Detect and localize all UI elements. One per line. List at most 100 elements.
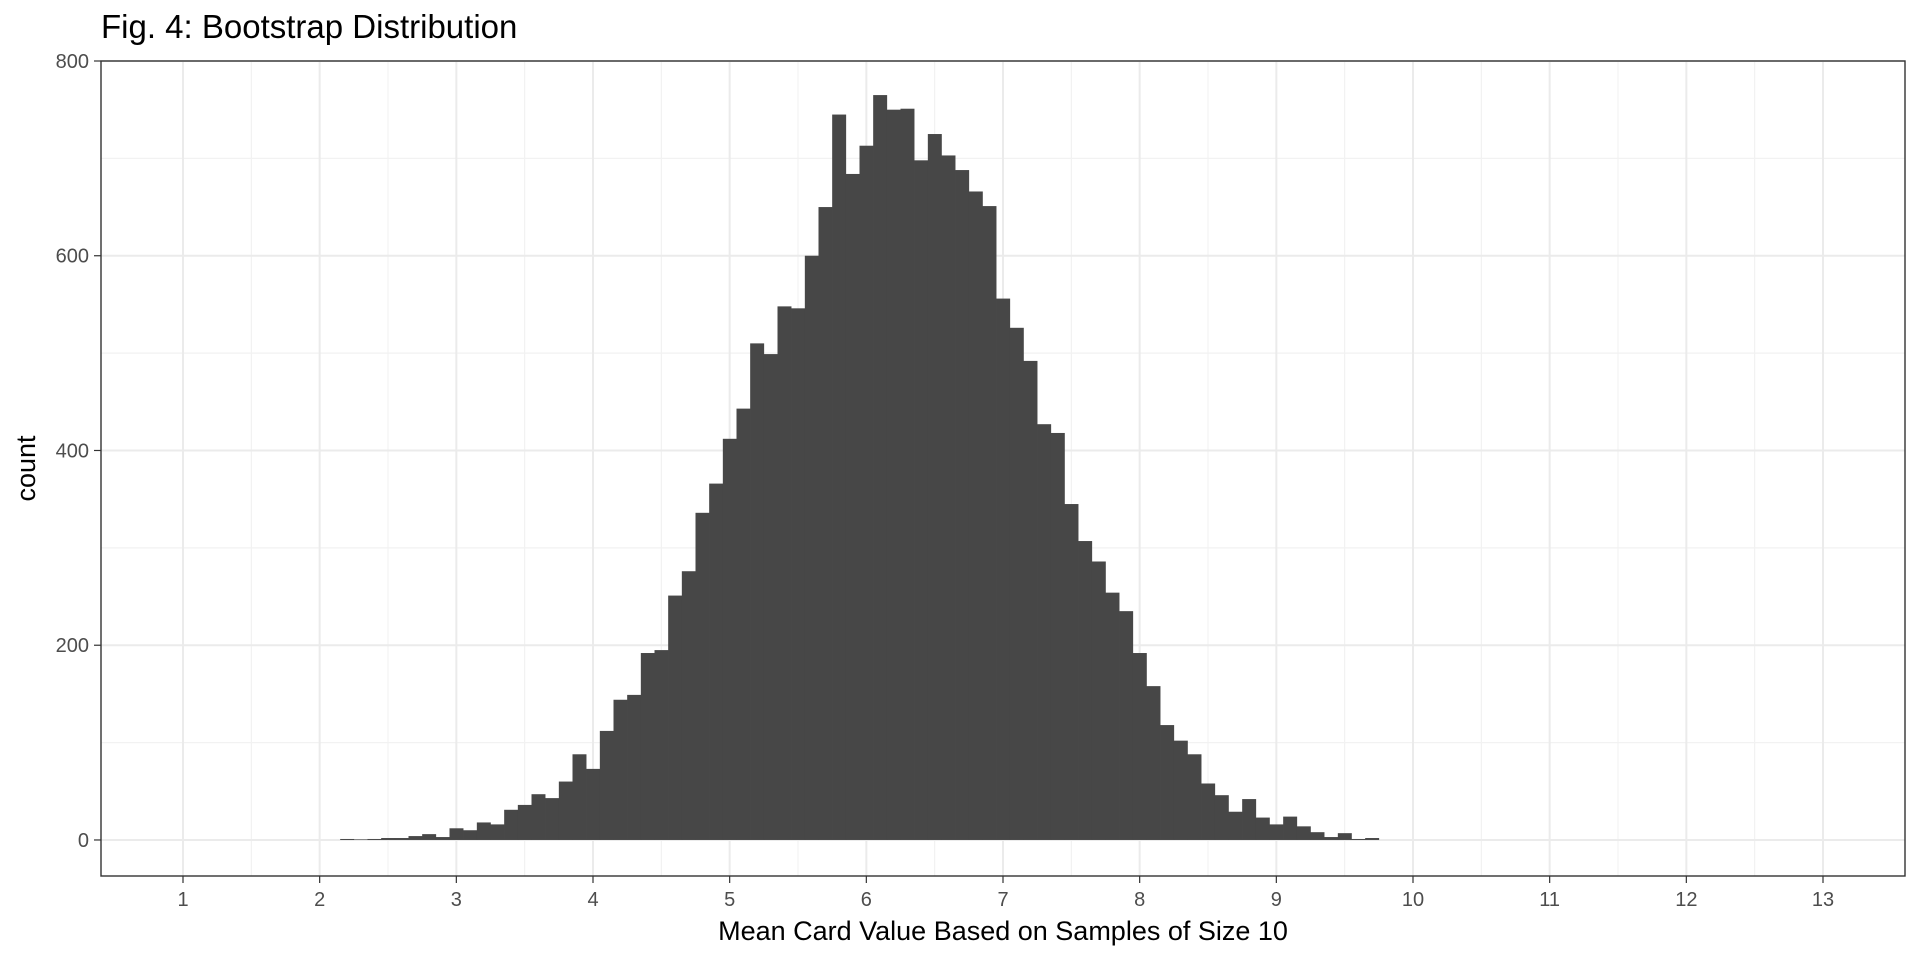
histogram-bar [1228, 811, 1243, 840]
histogram-bar [1187, 754, 1202, 840]
histogram-bar [1310, 832, 1325, 840]
histogram-bar [845, 173, 860, 840]
histogram-bar [818, 207, 833, 840]
histogram-bar [968, 191, 983, 840]
histogram-bar [627, 694, 642, 840]
histogram-bar [586, 768, 601, 840]
histogram-bar [763, 354, 778, 840]
histogram-bar [654, 650, 669, 840]
x-tick-label: 13 [1812, 889, 1834, 911]
histogram-bar [791, 308, 806, 840]
histogram-bar [1050, 432, 1065, 840]
histogram-bar [463, 830, 478, 840]
histogram-bar [572, 754, 587, 840]
histogram-bar [873, 95, 888, 840]
x-tick-label: 2 [314, 889, 325, 911]
bars [340, 95, 1380, 840]
histogram-bar [1351, 838, 1366, 840]
histogram-bar [736, 408, 751, 840]
y-tick-label: 600 [56, 246, 89, 268]
histogram-bar [599, 730, 614, 840]
histogram-bar [1009, 327, 1024, 840]
histogram-bar [1091, 561, 1106, 840]
histogram-bar [435, 837, 450, 840]
histogram-bar [1064, 504, 1079, 840]
histogram-bar [1269, 824, 1284, 840]
chart-title: Fig. 4: Bootstrap Distribution [101, 8, 517, 45]
histogram-bar [1132, 653, 1147, 840]
histogram-bar [1242, 799, 1257, 840]
histogram-bar [859, 145, 874, 840]
histogram-bar [613, 699, 628, 840]
histogram-bar [777, 306, 792, 840]
histogram-bar [900, 108, 915, 840]
histogram-bar [1173, 740, 1188, 840]
histogram-bar [1105, 592, 1120, 840]
histogram-bar [545, 798, 560, 840]
histogram-bar [1214, 795, 1229, 840]
histogram-bar [558, 781, 573, 840]
histogram-bar [1023, 360, 1038, 840]
y-tick-label: 800 [56, 51, 89, 73]
histogram-bar [531, 794, 546, 840]
histogram-bar [1119, 611, 1134, 840]
histogram-bar [914, 160, 929, 840]
histogram-bar [490, 824, 505, 840]
histogram-bar [750, 343, 765, 840]
histogram-bar [1255, 817, 1270, 840]
histogram-bar [381, 838, 396, 840]
histogram-bar [1283, 816, 1298, 840]
histogram-bar [1296, 826, 1311, 840]
y-tick-label: 0 [78, 830, 89, 852]
histogram-bar [476, 822, 491, 840]
y-axis-tick-labels: 0 200 400 600 800 [56, 51, 89, 852]
histogram-bar [1324, 837, 1339, 840]
histogram-bar [1337, 833, 1352, 840]
x-tick-label: 7 [997, 889, 1008, 911]
histogram-bar [941, 155, 956, 840]
histogram-bar [709, 483, 724, 840]
x-tick-label: 6 [861, 889, 872, 911]
histogram-bar [955, 170, 970, 840]
histogram-bar [1037, 424, 1052, 840]
x-tick-label: 12 [1675, 889, 1697, 911]
x-tick-label: 9 [1271, 889, 1282, 911]
x-axis-tick-labels: 1 2 3 4 5 6 7 8 9 10 11 12 13 [177, 889, 1834, 911]
histogram-bar [996, 298, 1011, 840]
histogram-bar [1201, 783, 1216, 840]
histogram-bar [1160, 725, 1175, 840]
histogram-bar [695, 512, 710, 840]
y-tick-label: 400 [56, 440, 89, 462]
histogram-bar [408, 836, 423, 840]
axis-ticks [94, 60, 1824, 883]
histogram-bar [804, 255, 819, 840]
x-tick-label: 3 [451, 889, 462, 911]
histogram-bar [668, 595, 683, 840]
histogram-bar [449, 828, 464, 840]
histogram-bar [1365, 838, 1380, 840]
histogram-bar [640, 653, 655, 840]
histogram-bar [422, 834, 437, 840]
x-tick-label: 1 [177, 889, 188, 911]
x-axis-title: Mean Card Value Based on Samples of Size… [718, 916, 1288, 946]
histogram-bar [340, 838, 355, 840]
histogram-bar [353, 839, 368, 840]
histogram-bar [1146, 686, 1161, 840]
histogram-bar [1078, 541, 1093, 840]
x-tick-label: 11 [1539, 889, 1560, 911]
histogram-bar [517, 804, 532, 840]
histogram-bar [832, 114, 847, 840]
x-tick-label: 4 [587, 889, 598, 911]
y-tick-label: 200 [56, 635, 89, 657]
y-axis-title: count [11, 435, 41, 502]
histogram-bar [394, 838, 409, 840]
x-tick-label: 10 [1402, 889, 1424, 911]
histogram-bar [982, 206, 997, 840]
histogram-bar [886, 109, 901, 840]
histogram-bar [504, 809, 519, 840]
histogram-bar [367, 838, 382, 840]
x-tick-label: 5 [724, 889, 735, 911]
histogram-bar [681, 571, 696, 840]
histogram-bar [927, 134, 942, 840]
